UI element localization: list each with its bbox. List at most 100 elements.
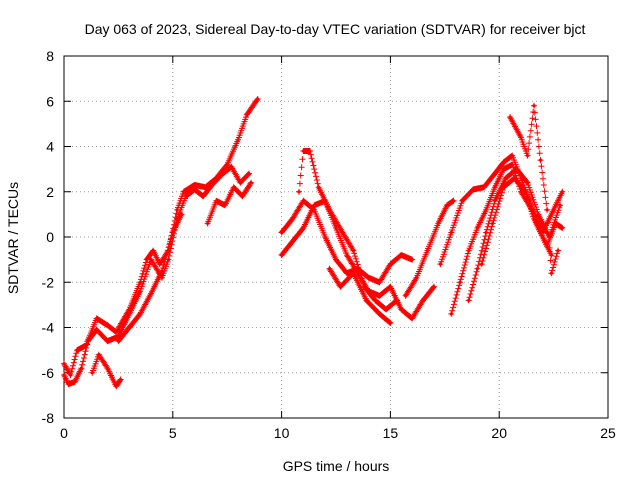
data-point: [458, 280, 462, 284]
data-point: [97, 353, 101, 357]
data-point: [512, 176, 517, 180]
data-point: [316, 185, 321, 189]
data-point: [158, 262, 162, 266]
data-point: [280, 230, 284, 235]
data-point: [280, 253, 284, 257]
data-point: [504, 176, 508, 180]
data-point: [138, 289, 142, 293]
data-point: [229, 165, 234, 169]
series-trace-7: [296, 148, 400, 313]
data-point: [377, 294, 382, 298]
data-point: [399, 307, 403, 311]
data-point: [388, 285, 392, 289]
series-markers: [89, 351, 124, 390]
data-point: [484, 208, 488, 212]
data-point: [334, 226, 338, 230]
data-point: [201, 194, 205, 198]
series-trace-3: [89, 351, 124, 390]
data-point: [290, 239, 295, 244]
y-tick-label: 4: [46, 139, 54, 155]
y-tick-label: 2: [46, 184, 54, 200]
data-point: [482, 185, 486, 189]
data-point: [73, 380, 77, 384]
data-point: [414, 276, 419, 280]
data-point: [62, 362, 66, 366]
data-point: [221, 172, 225, 176]
data-point: [449, 230, 453, 235]
data-point: [345, 271, 349, 275]
data-point: [421, 298, 425, 302]
data-point: [203, 185, 208, 189]
data-point: [384, 307, 388, 311]
data-point: [367, 289, 371, 293]
data-point: [451, 199, 456, 203]
data-point: [240, 194, 245, 198]
data-point: [192, 183, 197, 187]
data-point: [114, 330, 118, 334]
data-point: [525, 181, 530, 185]
data-point: [367, 276, 371, 280]
data-point: [510, 153, 514, 158]
series-markers: [296, 148, 400, 313]
grid: [64, 56, 608, 418]
series-trace-6: [278, 197, 416, 286]
data-point: [206, 221, 210, 226]
data-point: [223, 203, 227, 207]
y-tick-label: 6: [46, 93, 54, 109]
y-tick-label: 0: [46, 229, 54, 245]
data-point: [449, 312, 453, 316]
data-point: [145, 258, 149, 262]
data-point: [245, 113, 249, 117]
y-tick-label: -6: [42, 365, 55, 381]
data-point: [493, 199, 497, 203]
data-point: [377, 280, 382, 284]
series-trace-8: [278, 197, 437, 322]
data-point: [549, 271, 554, 275]
y-tick-label: -8: [42, 410, 55, 426]
data-point: [552, 208, 556, 212]
data-point: [425, 248, 429, 253]
series-markers: [402, 197, 457, 299]
data-point: [523, 190, 527, 194]
data-point: [160, 276, 164, 280]
data-point: [166, 258, 171, 262]
data-point: [445, 203, 449, 207]
data-point: [68, 373, 73, 377]
data-point: [484, 230, 488, 235]
data-point: [351, 248, 356, 253]
data-point: [334, 258, 338, 262]
data-point: [327, 267, 332, 271]
axis-ticks: 0 5 10 15 20 25 -8 -6 -4 -2 0 2 4 6 8: [42, 48, 616, 441]
data-point: [323, 235, 327, 239]
data-point: [105, 339, 110, 343]
data-point: [399, 253, 403, 257]
data-point: [525, 153, 530, 158]
data-point: [493, 185, 497, 189]
data-point: [225, 163, 229, 167]
data-point: [471, 187, 475, 192]
data-point: [340, 230, 345, 235]
x-axis-label: GPS time / hours: [283, 458, 390, 474]
data-point: [410, 258, 414, 262]
data-point: [127, 325, 131, 330]
data-point: [86, 339, 90, 343]
data-point: [184, 194, 188, 198]
data-point: [308, 149, 312, 153]
data-point: [541, 235, 545, 239]
data-point: [62, 373, 66, 377]
data-point: [256, 97, 260, 101]
series-trace-9: [326, 265, 394, 326]
data-point: [149, 291, 153, 296]
data-point: [214, 199, 218, 203]
data-point: [467, 298, 471, 302]
y-tick-label: -4: [42, 320, 55, 336]
x-tick-label: 20: [491, 425, 507, 441]
data-point: [95, 316, 99, 321]
data-point: [388, 262, 392, 266]
data-point: [236, 138, 240, 142]
data-point: [475, 226, 480, 230]
data-point: [475, 267, 480, 271]
data-point: [351, 271, 356, 275]
data-point: [501, 160, 506, 164]
